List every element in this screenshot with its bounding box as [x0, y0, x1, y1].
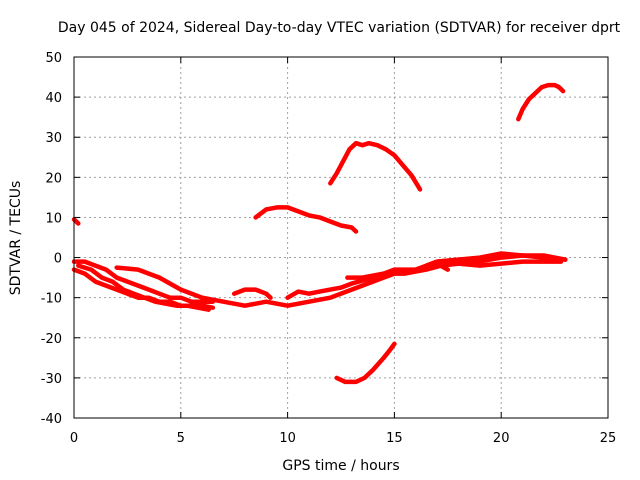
chart-title: Day 045 of 2024, Sidereal Day-to-day VTE…: [58, 20, 621, 36]
y-tick-label: 30: [45, 131, 62, 146]
data-series: [71, 82, 568, 385]
y-tick-label: 40: [45, 91, 62, 106]
y-tick-label: 0: [54, 252, 62, 267]
series-arc-1: [71, 217, 81, 226]
y-tick-label: 20: [45, 171, 62, 186]
axis-ticks: 0 5 10 15 20 25 -40 -30 -20 -10 0 10 20 30 40 50: [41, 51, 617, 446]
y-tick-label: -20: [41, 332, 62, 347]
x-axis-label: GPS time / hours: [282, 458, 399, 474]
series-arc-4: [76, 263, 211, 312]
y-tick-label: -10: [41, 292, 62, 307]
y-axis-label: SDTVAR / TECUs: [8, 181, 24, 296]
y-tick-label: 50: [45, 51, 62, 66]
x-tick-label: 20: [493, 431, 510, 446]
x-tick-label: 5: [177, 431, 185, 446]
series-arc-13: [516, 82, 566, 122]
series-arc-12: [334, 341, 397, 385]
x-tick-label: 10: [279, 431, 296, 446]
grid-lines: [74, 57, 608, 418]
series-arc-8: [424, 251, 568, 268]
y-tick-label: 10: [45, 211, 62, 226]
series-arc-7: [285, 261, 451, 300]
x-tick-label: 0: [70, 431, 78, 446]
series-arc-11: [328, 140, 423, 192]
y-tick-label: -30: [41, 372, 62, 387]
plot-frame: [73, 56, 609, 419]
series-arc-6: [231, 287, 273, 300]
x-tick-label: 25: [600, 431, 617, 446]
series-arc-10: [253, 205, 359, 234]
series-arc-9: [345, 259, 564, 280]
series-arc-5: [114, 253, 568, 308]
x-tick-label: 15: [386, 431, 403, 446]
y-tick-label: -40: [41, 412, 62, 427]
series-arc-2: [71, 259, 216, 304]
